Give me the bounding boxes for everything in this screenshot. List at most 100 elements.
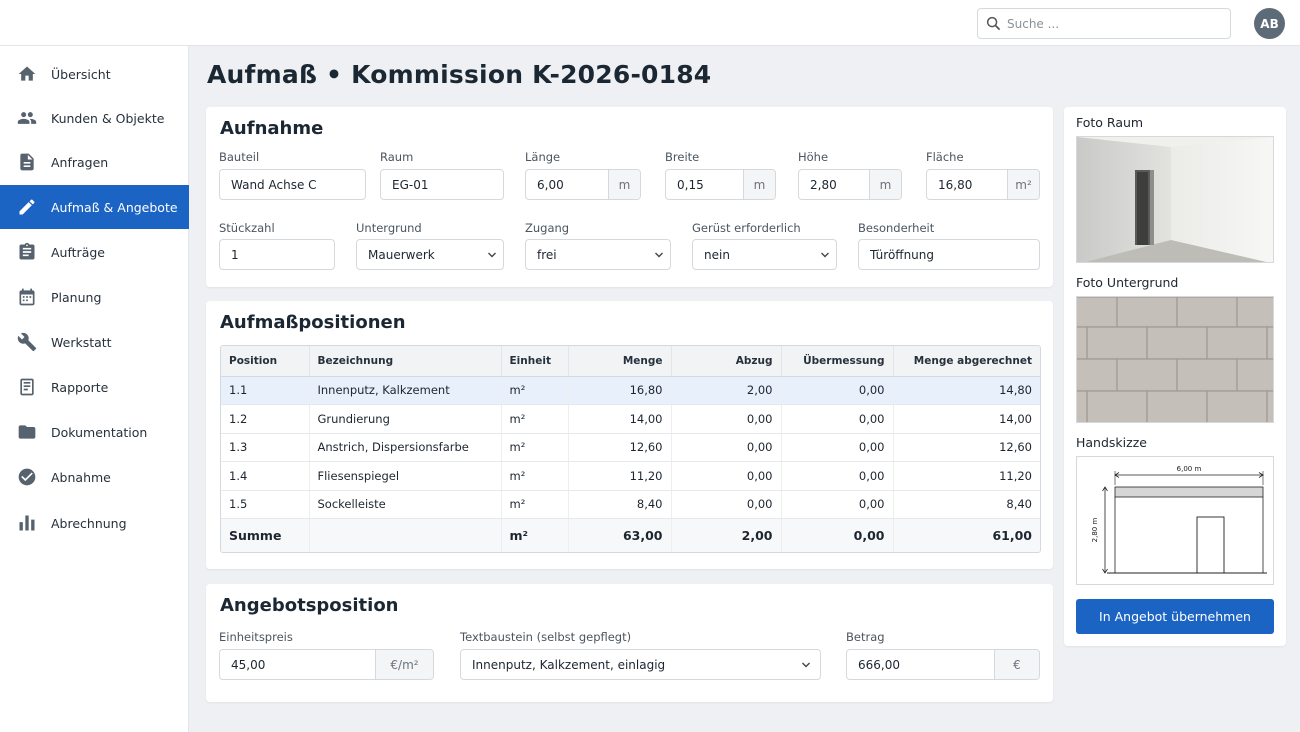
- wrench-icon: [17, 332, 37, 352]
- table-row[interactable]: 1.2 Grundierung m² 14,00 0,00 0,00 14,00: [221, 404, 1040, 434]
- chevron-down-icon: [648, 240, 670, 269]
- column-header-einheit[interactable]: Einheit: [501, 346, 569, 377]
- cell-menge: 14,00: [568, 404, 672, 434]
- geruest-label: Gerüst erforderlich: [692, 221, 801, 235]
- column-header-position[interactable]: Position: [221, 346, 310, 377]
- zugang-value: frei: [537, 247, 557, 262]
- cell-bezeichnung: Sockelleiste: [309, 490, 502, 519]
- sidebar-item-abnahme[interactable]: Abnahme: [0, 455, 189, 499]
- in-angebot-uebernehmen-button[interactable]: In Angebot übernehmen: [1076, 599, 1274, 634]
- breite-unit: m: [743, 170, 775, 199]
- sidebar-item-anfragen[interactable]: Anfragen: [0, 140, 189, 184]
- einheitspreis-value: 45,00: [231, 657, 266, 672]
- geruest-value: nein: [704, 247, 730, 262]
- positionen-table: Position Bezeichnung Einheit Menge Abzug…: [220, 345, 1041, 553]
- einheitspreis-field[interactable]: 45,00 €/m²: [219, 649, 434, 680]
- cell-position: 1.1: [221, 376, 310, 405]
- bauteil-field[interactable]: Wand Achse C: [219, 169, 366, 200]
- raum-label: Raum: [380, 150, 414, 164]
- table-row[interactable]: 1.1 Innenputz, Kalkzement m² 16,80 2,00 …: [221, 376, 1040, 405]
- sidebar-item-label: Planung: [51, 289, 102, 305]
- sidebar-item-uebersicht[interactable]: Übersicht: [0, 52, 189, 96]
- cell-abzug: 0,00: [671, 404, 782, 434]
- cell-einheit: m²: [501, 404, 569, 434]
- column-header-abzug[interactable]: Abzug: [671, 346, 782, 377]
- sidebar-item-auftraege[interactable]: Aufträge: [0, 230, 189, 274]
- laenge-field[interactable]: 6,00 m: [525, 169, 641, 200]
- cell-sum-label: Summe: [221, 518, 310, 552]
- sidebar-item-label: Anfragen: [51, 154, 109, 170]
- search-box[interactable]: [977, 8, 1231, 39]
- column-header-uebermessung[interactable]: Übermessung: [781, 346, 894, 377]
- positionen-card: Aufmaßpositionen Position Bezeichnung Ei…: [206, 301, 1053, 569]
- search-input[interactable]: [1007, 16, 1207, 31]
- stueckzahl-field[interactable]: 1: [219, 239, 335, 270]
- cell-uebermessung: 0,00: [781, 404, 894, 434]
- table-row[interactable]: 1.5 Sockelleiste m² 8,40 0,00 0,00 8,40: [221, 490, 1040, 519]
- cell-menge-abgerechnet: 8,40: [893, 490, 1040, 519]
- sidebar-item-label: Dokumentation: [51, 424, 148, 440]
- laenge-label: Länge: [525, 150, 561, 164]
- sketch-drawing: 6,00 m 2,80 m: [1091, 465, 1267, 574]
- besonderheit-label: Besonderheit: [858, 221, 935, 235]
- cell-bezeichnung: Fliesenspiegel: [309, 461, 502, 491]
- flaeche-field[interactable]: 16,80 m²: [926, 169, 1040, 200]
- clipboard-icon: [19, 242, 35, 260]
- laenge-unit: m: [608, 170, 640, 199]
- sidebar-item-label: Werkstatt: [51, 334, 112, 350]
- cell-abzug: 0,00: [671, 433, 782, 462]
- cell-position: 1.4: [221, 461, 310, 491]
- sidebar-item-werkstatt[interactable]: Werkstatt: [0, 320, 189, 364]
- room-photo[interactable]: [1076, 136, 1274, 263]
- textbaustein-value: Innenputz, Kalkzement, einlagig: [472, 657, 666, 672]
- column-header-menge-abgerechnet[interactable]: Menge abgerechnet: [893, 346, 1040, 377]
- cell-menge-abgerechnet: 14,00: [893, 404, 1040, 434]
- sidebar: Übersicht Kunden & Objekte Anfragen Aufm…: [0, 46, 189, 732]
- flaeche-unit: m²: [1007, 170, 1039, 199]
- sidebar-item-label: Abrechnung: [51, 515, 127, 531]
- bauteil-label: Bauteil: [219, 150, 260, 164]
- page-title: Aufmaß • Kommission K-2026-0184: [207, 60, 712, 89]
- table-row[interactable]: 1.3 Anstrich, Dispersionsfarbe m² 12,60 …: [221, 433, 1040, 462]
- raum-field[interactable]: EG-01: [380, 169, 504, 200]
- cell-bezeichnung: Anstrich, Dispersionsfarbe: [309, 433, 502, 462]
- substrate-photo[interactable]: [1076, 296, 1274, 423]
- people-icon: [17, 112, 37, 124]
- besonderheit-field[interactable]: Türöffnung: [858, 239, 1040, 270]
- hand-sketch[interactable]: 6,00 m 2,80 m: [1076, 456, 1274, 585]
- sidebar-item-aufmass-angebote[interactable]: Aufmaß & Angebote: [0, 185, 189, 229]
- column-header-bezeichnung[interactable]: Bezeichnung: [309, 346, 502, 377]
- geruest-select[interactable]: nein: [692, 239, 837, 270]
- hoehe-value: 2,80: [810, 177, 837, 192]
- untergrund-select[interactable]: Mauerwerk: [356, 239, 504, 270]
- breite-label: Breite: [665, 150, 700, 164]
- cell-menge: 8,40: [568, 490, 672, 519]
- cell-menge: 11,20: [568, 461, 672, 491]
- hoehe-field[interactable]: 2,80 m: [798, 169, 902, 200]
- cell-einheit: m²: [501, 433, 569, 462]
- breite-field[interactable]: 0,15 m: [665, 169, 776, 200]
- cell-bezeichnung: Grundierung: [309, 404, 502, 434]
- betrag-field[interactable]: 666,00 €: [846, 649, 1040, 680]
- angebot-card: Angebotsposition Einheitspreis 45,00 €/m²…: [206, 584, 1053, 702]
- textbaustein-select[interactable]: Innenputz, Kalkzement, einlagig: [460, 649, 821, 680]
- sidebar-item-dokumentation[interactable]: Dokumentation: [0, 410, 189, 454]
- cell-uebermessung: 0,00: [781, 376, 894, 405]
- chevron-down-icon: [481, 240, 503, 269]
- media-panel: Foto Raum Foto Untergrund: [1064, 107, 1286, 646]
- cell-einheit: m²: [501, 376, 569, 405]
- table-row[interactable]: 1.4 Fliesenspiegel m² 11,20 0,00 0,00 11…: [221, 461, 1040, 491]
- bar-chart-icon: [19, 515, 35, 531]
- flaeche-value: 16,80: [938, 177, 973, 192]
- cell-menge: 12,60: [568, 433, 672, 462]
- column-header-menge[interactable]: Menge: [568, 346, 672, 377]
- cell-einheit: m²: [501, 490, 569, 519]
- betrag-value: 666,00: [858, 657, 900, 672]
- sidebar-item-planung[interactable]: Planung: [0, 275, 189, 319]
- avatar[interactable]: AB: [1254, 8, 1285, 39]
- sidebar-item-rapporte[interactable]: Rapporte: [0, 365, 189, 409]
- hoehe-label: Höhe: [798, 150, 829, 164]
- sidebar-item-abrechnung[interactable]: Abrechnung: [0, 501, 189, 545]
- zugang-select[interactable]: frei: [525, 239, 671, 270]
- sidebar-item-kunden[interactable]: Kunden & Objekte: [0, 96, 189, 140]
